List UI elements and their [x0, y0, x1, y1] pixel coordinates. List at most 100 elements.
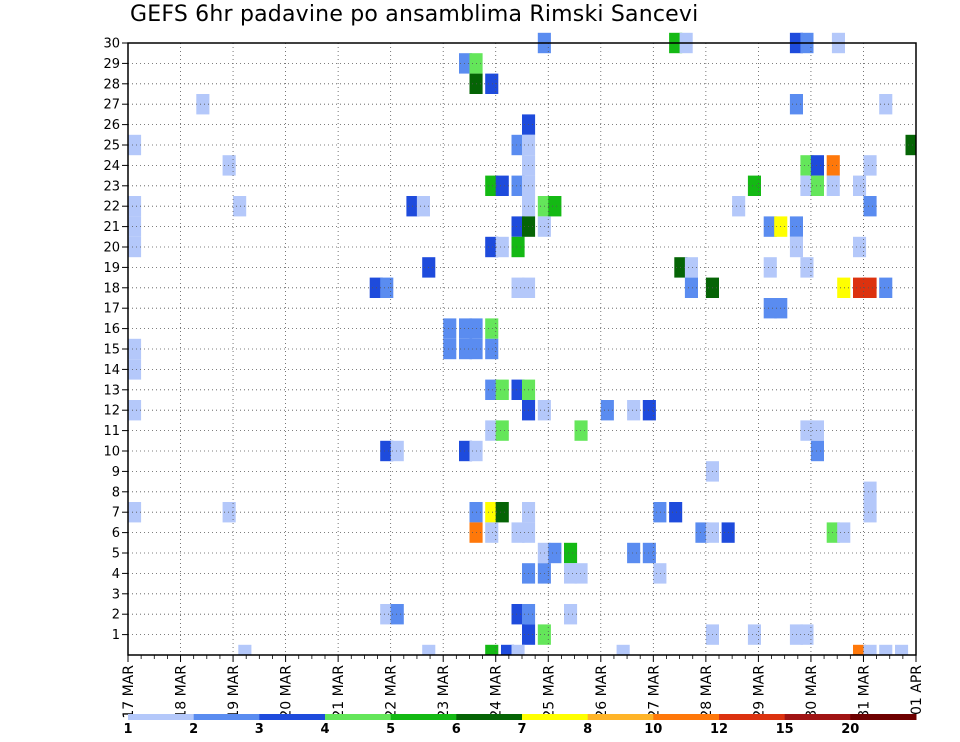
- heatmap-cell: [600, 400, 614, 421]
- heatmap-cell: [459, 338, 473, 360]
- heatmap-cell: [443, 318, 457, 339]
- heatmap-cell: [810, 420, 824, 441]
- heatmap-cell: [380, 277, 394, 298]
- heatmap-cell: [863, 155, 877, 176]
- y-tick-label: 12: [103, 404, 120, 419]
- heatmap-cell: [810, 155, 824, 176]
- colorbar-segment: [653, 714, 720, 720]
- colorbar-segment: [784, 714, 851, 720]
- heatmap-cell: [800, 257, 814, 278]
- heatmap-cell: [511, 379, 525, 400]
- heatmap-cell: [459, 53, 473, 74]
- heatmap-cell: [485, 338, 499, 360]
- colorbar-label: 10: [644, 722, 662, 737]
- heatmap-cell: [684, 277, 698, 298]
- colorbar-segment: [456, 714, 523, 720]
- y-tick-label: 24: [103, 159, 120, 174]
- heatmap-cell: [853, 236, 867, 258]
- heatmap-cell: [564, 542, 578, 564]
- heatmap-cell: [853, 644, 867, 655]
- y-tick-label: 15: [103, 343, 120, 358]
- heatmap-cell: [495, 379, 509, 400]
- colorbar-segment: [719, 714, 786, 720]
- x-tick-label: 28 MAR: [699, 665, 715, 719]
- colorbar-segment: [259, 714, 326, 720]
- heatmap-cell: [653, 563, 667, 584]
- y-tick-label: 3: [112, 587, 120, 602]
- y-tick-label: 26: [103, 118, 120, 133]
- heatmap-cell: [485, 502, 499, 523]
- y-tick-label: 14: [103, 363, 120, 378]
- y-tick-label: 11: [103, 424, 120, 439]
- heatmap-cell: [128, 236, 142, 258]
- heatmap-cell: [879, 644, 893, 655]
- x-tick-label: 23 MAR: [436, 665, 452, 719]
- heatmap-cell: [222, 502, 236, 523]
- colorbar-label: 1: [123, 722, 132, 737]
- colorbar-label: 20: [841, 722, 859, 737]
- heatmap-cell: [853, 277, 867, 298]
- heatmap-cell: [810, 175, 824, 196]
- heatmap-cell: [495, 175, 509, 196]
- heatmap-cell: [511, 277, 525, 298]
- heatmap-cell: [863, 502, 877, 523]
- x-tick-label: 20 MAR: [279, 665, 295, 719]
- heatmap-cell: [128, 134, 142, 156]
- heatmap-cell: [485, 73, 499, 94]
- colorbar-segment: [325, 714, 392, 720]
- heatmap-cell: [616, 644, 630, 655]
- colorbar-label: 7: [517, 722, 526, 737]
- colorbar-label: 15: [776, 722, 794, 737]
- heatmap-cell: [837, 277, 851, 298]
- heatmap-cell: [511, 644, 525, 655]
- heatmap-cell: [548, 542, 562, 564]
- colorbar-label: 12: [710, 722, 728, 737]
- y-tick-label: 21: [103, 220, 120, 235]
- x-tick-label: 21 MAR: [331, 665, 347, 719]
- y-tick-label: 25: [103, 139, 120, 154]
- y-tick-label: 9: [112, 465, 120, 480]
- colorbar-label: 2: [189, 722, 198, 737]
- chart-title: GEFS 6hr padavine po ansamblima Rimski S…: [130, 2, 699, 27]
- heatmap-cell: [684, 257, 698, 278]
- heatmap-cell: [826, 155, 840, 176]
- heatmap-cell: [863, 277, 877, 298]
- x-tick-label: 31 MAR: [856, 665, 872, 719]
- heatmap-cell: [863, 196, 877, 217]
- heatmap-cell: [443, 338, 457, 360]
- y-tick-label: 30: [103, 37, 120, 52]
- x-tick-label: 26 MAR: [594, 665, 610, 719]
- heatmap-cell: [747, 175, 761, 196]
- heatmap-cell: [879, 277, 893, 298]
- y-tick-label: 13: [103, 383, 120, 398]
- heatmap-cell: [695, 522, 709, 543]
- colorbar-label: 6: [452, 722, 461, 737]
- heatmap-cell: [222, 155, 236, 176]
- x-tick-label: 24 MAR: [489, 665, 505, 719]
- colorbar-label: 3: [255, 722, 264, 737]
- heatmap-cell: [459, 440, 473, 462]
- heatmap-cell: [511, 236, 525, 258]
- heatmap-cell: [564, 563, 578, 584]
- heatmap-cell: [128, 196, 142, 217]
- y-tick-label: 22: [103, 200, 120, 215]
- colorbar-segment: [587, 714, 654, 720]
- heatmap-cell: [863, 644, 877, 655]
- heatmap-cell: [233, 196, 247, 217]
- heatmap-cell: [128, 400, 142, 421]
- heatmap-cell: [495, 420, 509, 441]
- x-tick-label: 19 MAR: [226, 665, 242, 719]
- heatmap-cell: [128, 359, 142, 380]
- colorbar-segment: [850, 714, 917, 720]
- heatmap-cell: [800, 624, 814, 645]
- y-tick-label: 8: [112, 485, 120, 500]
- heatmap-cell: [380, 604, 394, 625]
- heatmap-cell: [459, 318, 473, 339]
- heatmap-cell: [416, 196, 430, 217]
- y-tick-label: 23: [103, 179, 120, 194]
- x-tick-label: 27 MAR: [646, 665, 662, 719]
- y-tick-label: 2: [112, 608, 120, 623]
- x-tick-label: 29 MAR: [751, 665, 767, 719]
- heatmap-cell: [826, 175, 840, 196]
